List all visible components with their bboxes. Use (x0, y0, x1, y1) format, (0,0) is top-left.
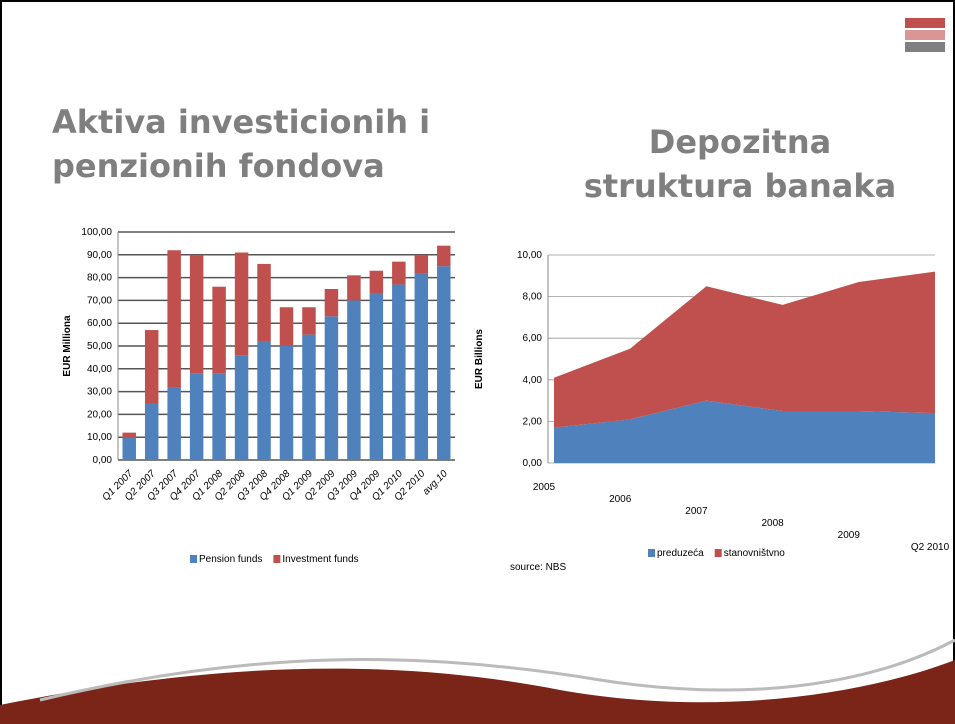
y-axis-label: EUR Milliona (62, 315, 73, 377)
y-tick-label: 50,00 (87, 341, 112, 352)
logo (905, 42, 945, 52)
bar (167, 387, 181, 460)
area (554, 400, 935, 463)
bar (279, 346, 294, 460)
bar (369, 270, 384, 294)
bar (392, 284, 406, 460)
chart-title: Aktiva investicionih i penzionih fondova (52, 103, 431, 185)
y-axis-label: EUR Billions (474, 329, 485, 389)
bar (392, 261, 406, 285)
bar (212, 286, 226, 374)
y-tick-label: 100,00 (81, 227, 112, 238)
y-tick-label: 10,00 (87, 432, 112, 443)
bar (167, 250, 181, 388)
annotation: source: NBS (510, 562, 566, 573)
bar (144, 330, 159, 403)
x-tick-label: 2005 (533, 482, 556, 493)
y-tick-label: 2,00 (523, 416, 543, 427)
bar (279, 307, 294, 346)
legend-label: Pension funds (199, 554, 262, 565)
bar (369, 293, 384, 460)
bar (437, 266, 451, 460)
bar (189, 373, 204, 460)
legend-swatch (714, 549, 722, 557)
y-tick-label: 40,00 (87, 364, 112, 375)
y-tick-label: 0,00 (523, 458, 543, 469)
x-tick-label: Q2 2010 (911, 542, 950, 553)
bar (144, 403, 159, 460)
logo (905, 30, 945, 40)
y-tick-label: 4,00 (523, 375, 543, 386)
legend-label: stanovništvno (724, 548, 786, 559)
bar (257, 341, 271, 460)
bar (302, 334, 316, 460)
x-tick-label: 2008 (761, 518, 784, 529)
swoosh-line (39, 638, 955, 702)
x-tick-label: avg.10 (421, 468, 450, 497)
bar (437, 245, 451, 267)
y-tick-label: 30,00 (87, 387, 112, 398)
y-tick-label: 8,00 (523, 292, 543, 303)
swoosh (0, 660, 955, 724)
x-tick-label: 2006 (609, 494, 632, 505)
bar (189, 254, 204, 374)
y-tick-label: 60,00 (87, 318, 112, 329)
bar (257, 263, 271, 342)
x-tick-label: 2009 (838, 530, 861, 541)
legend-label: preduzeća (657, 548, 704, 559)
bar (212, 373, 226, 460)
legend-swatch (648, 549, 655, 557)
bar (414, 273, 429, 460)
chart-title: Depozitna struktura banaka (583, 123, 897, 205)
bar (234, 252, 249, 356)
x-tick-label: 2007 (685, 506, 708, 517)
bar (414, 254, 429, 274)
area (554, 271, 935, 428)
bar (347, 300, 361, 460)
bar (234, 355, 249, 460)
y-tick-label: 70,00 (87, 295, 112, 306)
y-tick-label: 80,00 (87, 273, 112, 284)
bar (122, 432, 136, 438)
y-tick-label: 6,00 (523, 333, 543, 344)
y-tick-label: 10,00 (517, 250, 542, 261)
bar (302, 307, 316, 335)
legend-label: Investment funds (282, 554, 358, 565)
logo (905, 18, 945, 28)
legend-swatch (273, 555, 281, 563)
bar (122, 437, 136, 460)
y-tick-label: 20,00 (87, 409, 112, 420)
bar (324, 316, 339, 460)
legend-swatch (190, 555, 197, 563)
y-tick-label: 90,00 (87, 250, 112, 261)
bar (324, 289, 339, 317)
y-tick-label: 0,00 (93, 455, 113, 466)
bar (347, 275, 361, 301)
